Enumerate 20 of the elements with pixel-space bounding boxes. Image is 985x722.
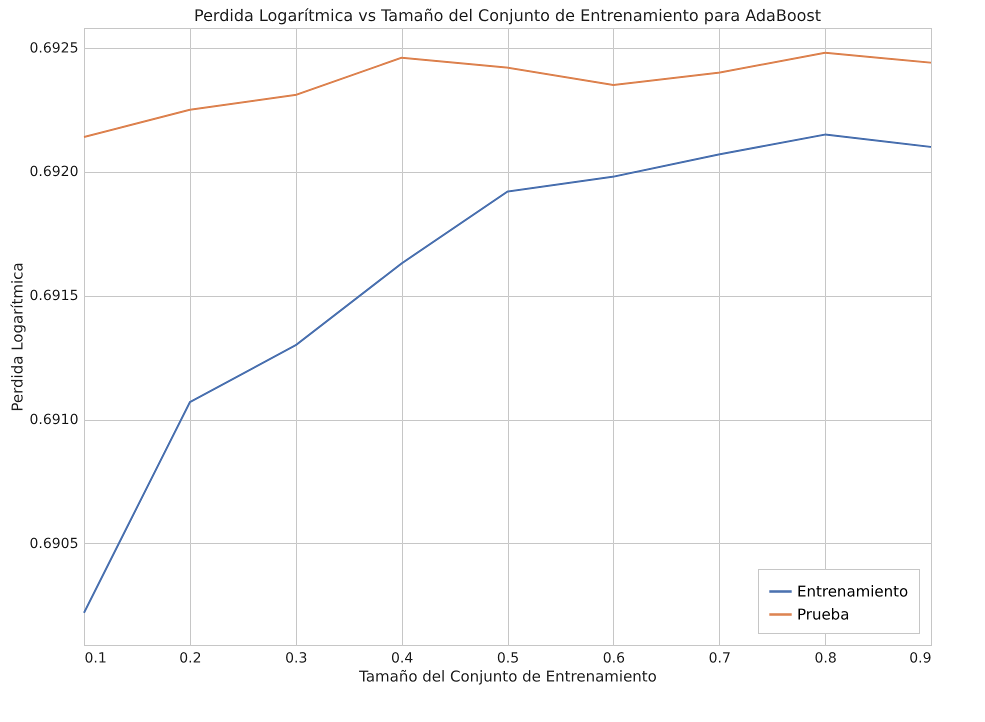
x-tick-label: 0.5 <box>496 650 520 666</box>
y-tick-label: 0.6910 <box>30 412 78 428</box>
x-tick-label: 0.1 <box>84 650 107 666</box>
legend-label: Prueba <box>797 606 850 624</box>
y-axis-title: Perdida Logarítmica <box>8 262 27 412</box>
x-tick-label: 0.9 <box>909 650 932 666</box>
y-tick-label: 0.6915 <box>30 288 78 304</box>
line-series <box>83 52 932 138</box>
x-axis-title: Tamaño del Conjunto de Entrenamiento <box>358 668 657 686</box>
x-tick-label: 0.7 <box>708 650 731 666</box>
x-tick-label: 0.6 <box>602 650 626 666</box>
y-tick-label: 0.6925 <box>30 40 78 56</box>
chart-title: Perdida Logarítmica vs Tamaño del Conjunto de Entrenamiento para AdaBoost <box>194 6 822 25</box>
x-tick-label: 0.8 <box>814 650 837 666</box>
x-tick-label: 0.4 <box>390 650 414 666</box>
y-tick-label: 0.6905 <box>30 536 78 552</box>
x-tick-label: 0.3 <box>285 650 308 666</box>
legend-label: Entrenamiento <box>797 582 908 600</box>
x-tick-label: 0.2 <box>179 650 202 666</box>
y-tick-label: 0.6920 <box>30 164 78 180</box>
